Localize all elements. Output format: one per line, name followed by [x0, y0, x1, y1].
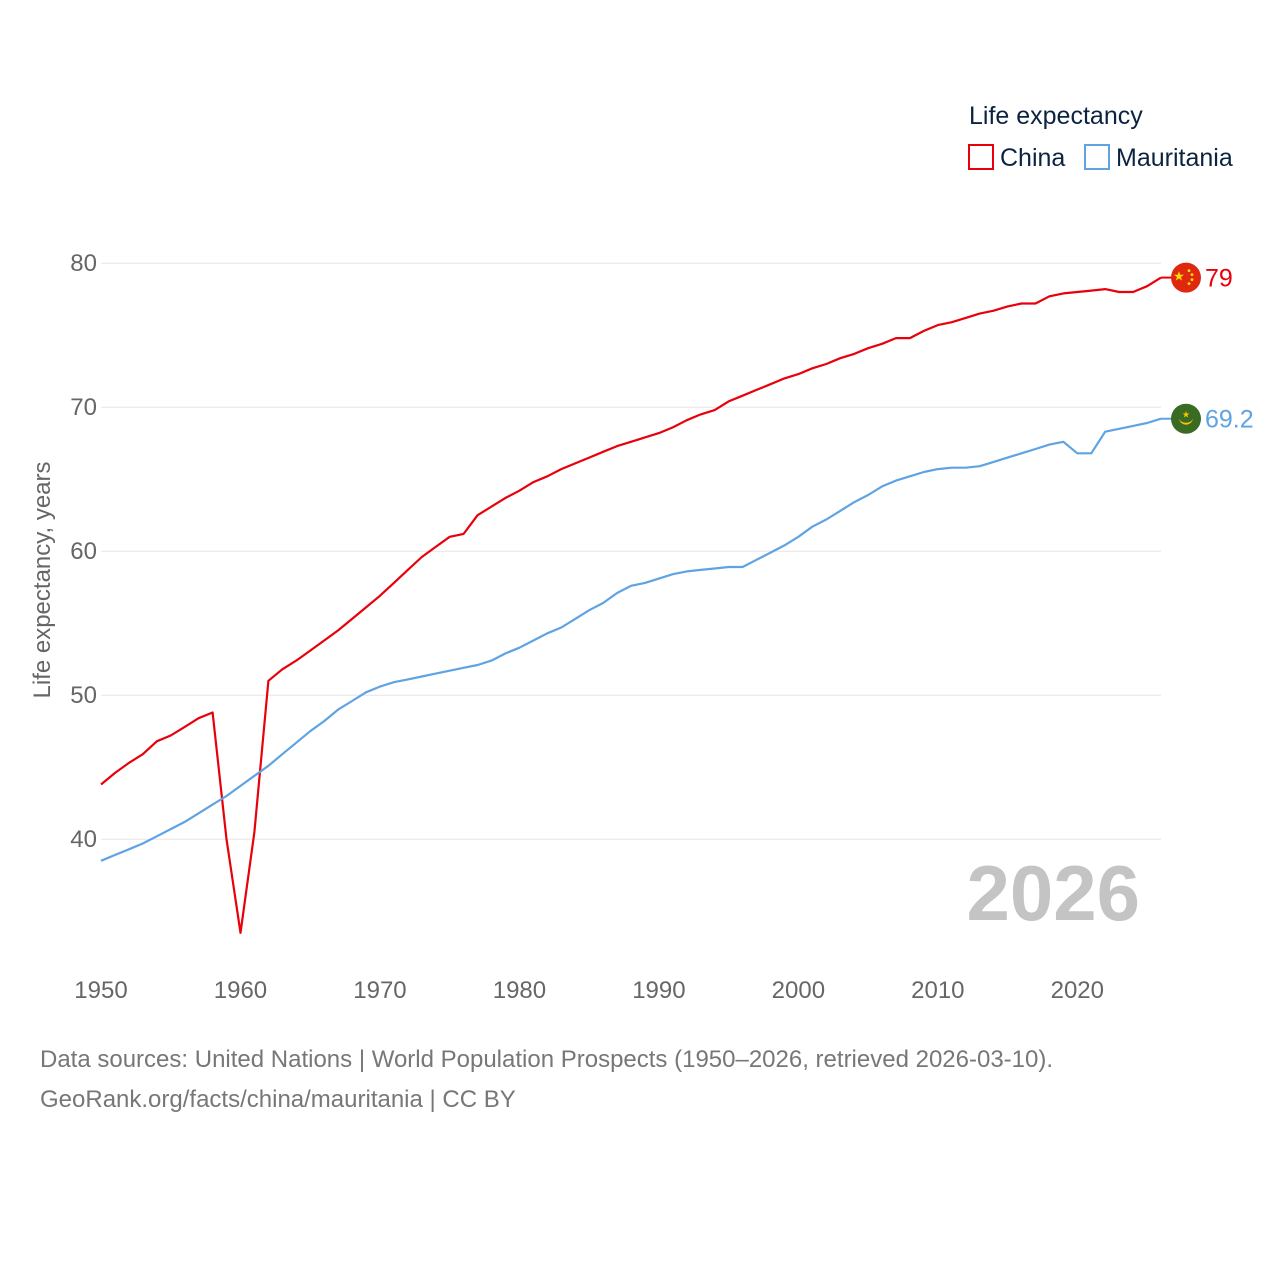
x-tick-label: 2000 [772, 977, 825, 1004]
series-end-markers: ★ 79 ★ 69.2 [1161, 262, 1254, 434]
footer: Data sources: United Nations | World Pop… [40, 1040, 1260, 1120]
y-axis-label: Life expectancy, years [29, 461, 56, 698]
y-tick-label: 60 [70, 538, 97, 565]
y-tick-label: 70 [70, 394, 97, 421]
current-year-label: 2026 [966, 849, 1140, 937]
china-flag-icon: ★ [1171, 262, 1201, 293]
end-value-china: 79 [1205, 265, 1233, 293]
y-axis-ticks: 40 50 60 70 80 [70, 250, 97, 853]
x-tick-label: 2020 [1051, 977, 1104, 1004]
life-expectancy-chart: 40 50 60 70 80 1950 1960 1970 1980 1990 2000 2010 2… [29, 102, 1254, 1004]
legend-item-china[interactable]: China [968, 144, 1065, 172]
x-tick-label: 2010 [911, 977, 964, 1004]
x-tick-label: 1990 [632, 977, 685, 1004]
x-tick-label: 1970 [353, 977, 406, 1004]
end-value-mauritania: 69.2 [1205, 406, 1254, 434]
x-tick-label: 1980 [493, 977, 546, 1004]
series-line-mauritania[interactable] [100, 417, 1162, 862]
legend-swatch-mauritania [1084, 144, 1110, 170]
y-tick-label: 50 [70, 682, 97, 709]
x-tick-label: 1950 [74, 977, 127, 1004]
gridlines [101, 262, 1161, 840]
legend-title: Life expectancy [969, 102, 1143, 130]
legend-swatch-china [968, 144, 994, 170]
legend-label-mauritania: Mauritania [1116, 144, 1233, 172]
svg-text:★: ★ [1173, 269, 1185, 284]
series-lines [100, 276, 1162, 934]
legend-item-mauritania[interactable]: Mauritania [1084, 144, 1233, 172]
footer-sources: Data sources: United Nations | World Pop… [40, 1046, 1054, 1073]
footer-link[interactable]: GeoRank.org/facts/china/mauritania | CC … [40, 1086, 516, 1113]
mauritania-flag-icon: ★ [1171, 403, 1201, 434]
x-axis-ticks: 1950 1960 1970 1980 1990 2000 2010 2020 [74, 977, 1104, 1004]
svg-text:★: ★ [1182, 410, 1190, 420]
x-tick-label: 1960 [214, 977, 267, 1004]
y-tick-label: 40 [70, 826, 97, 853]
legend: Life expectancy China Mauritania [968, 102, 1233, 172]
legend-label-china: China [1000, 144, 1065, 172]
series-line-china[interactable] [100, 276, 1162, 934]
y-tick-label: 80 [70, 250, 97, 277]
